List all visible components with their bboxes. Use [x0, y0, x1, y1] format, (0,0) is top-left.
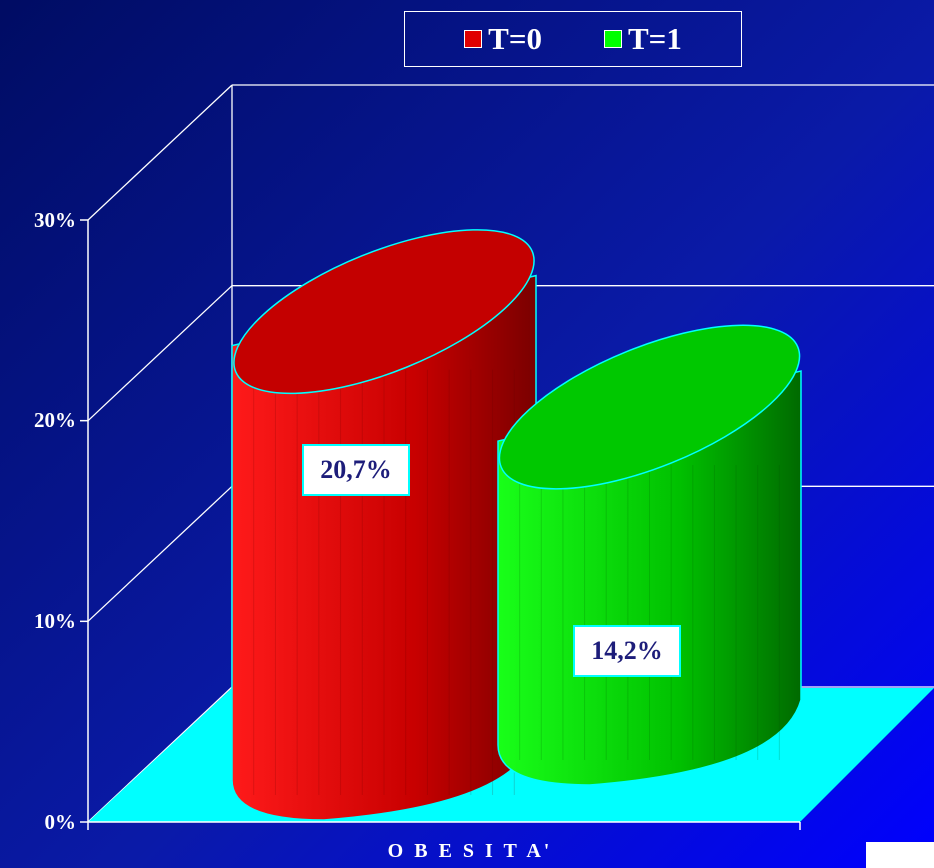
- gridline-diag-0: [87, 686, 233, 823]
- legend-label-t1: T=1: [628, 21, 682, 56]
- y-tick-10: 10%: [34, 609, 76, 633]
- bar-t0: [231, 229, 537, 821]
- bar-top-1: [498, 324, 801, 490]
- legend-label-t0: T=0: [488, 21, 542, 56]
- gridline-diag-2: [87, 285, 233, 422]
- corner-box: [866, 842, 934, 868]
- gridline-diag-1: [87, 485, 233, 622]
- y-tick-20: 20%: [34, 408, 76, 432]
- legend-swatch-t0: [464, 30, 483, 48]
- bar-top-0: [233, 229, 535, 395]
- legend-item-t0: T=0: [464, 21, 542, 57]
- y-tick-30: 30%: [34, 208, 76, 232]
- data-label-t1: 14,2%: [573, 625, 681, 677]
- legend-item-t1: T=1: [604, 21, 682, 57]
- y-tick-0: 0%: [44, 810, 77, 834]
- chart-legend: T=0 T=1: [404, 11, 742, 67]
- gridline-diag-3: [87, 84, 233, 221]
- x-axis-label: O B E S I T A': [387, 840, 553, 862]
- axis-layer: [80, 219, 801, 830]
- data-label-t0: 20,7%: [302, 444, 410, 496]
- legend-swatch-t1: [604, 30, 622, 48]
- bar-t1: [497, 324, 802, 786]
- bars-layer: [231, 229, 802, 821]
